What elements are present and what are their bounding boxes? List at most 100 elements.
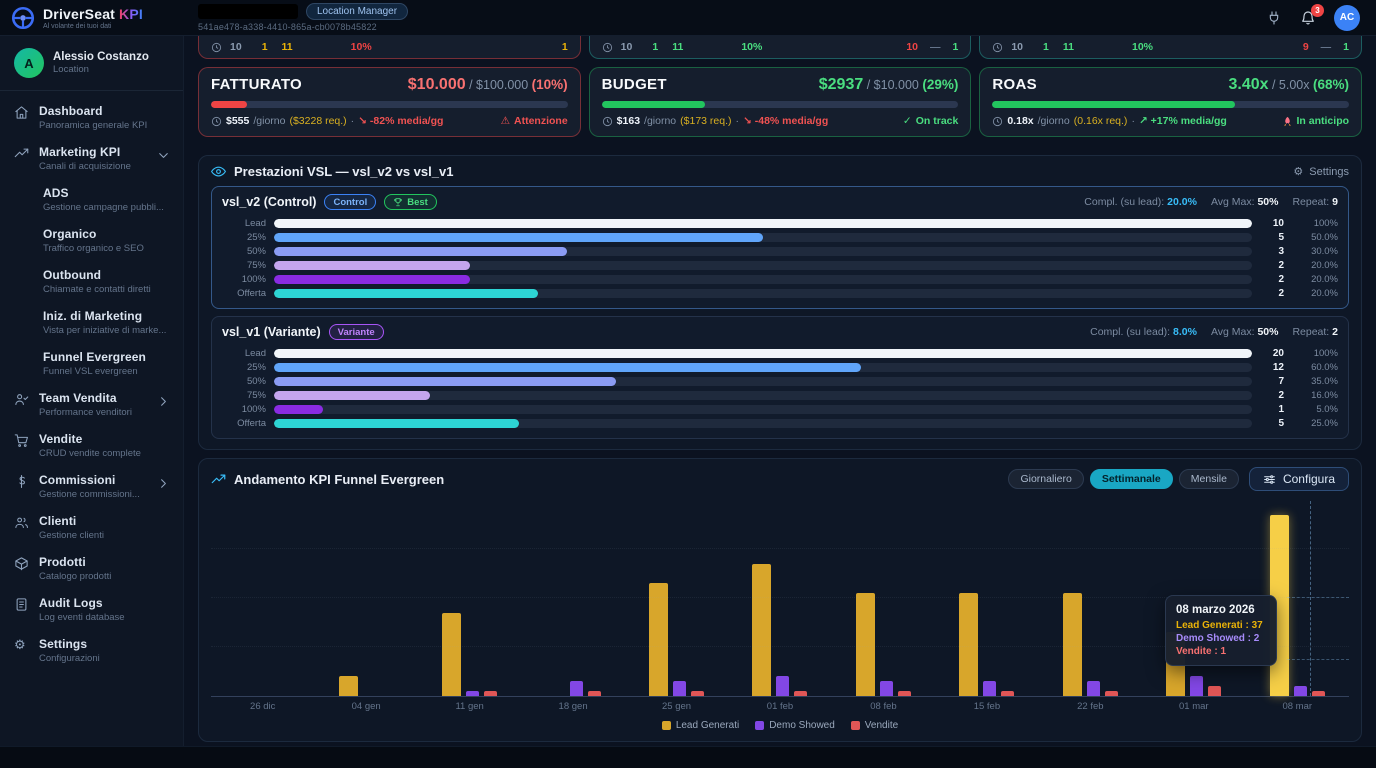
bar-vendite[interactable] [1001, 691, 1015, 696]
funnel-track [274, 418, 1252, 428]
funnel-count: 5 [1278, 417, 1284, 429]
bar-lead-generati[interactable] [855, 593, 875, 696]
sidebar-item-iniz-di-marketing[interactable]: Iniz. di Marketing Vista per iniziative d… [0, 302, 183, 343]
bar-demo-showed[interactable] [776, 676, 790, 696]
bar-vendite[interactable] [1311, 691, 1325, 696]
funnel-step-label: Offerta [237, 417, 266, 429]
funnel-row-100: 100% 1 5.0% [222, 402, 1338, 416]
kpi-daily-unit: /giorno [644, 115, 677, 127]
funnel-track [274, 348, 1252, 358]
plug-icon[interactable] [1266, 10, 1282, 26]
variant-head: vsl_v1 (Variante) Variante Compl. (su lead… [222, 324, 1338, 340]
funnel-fill [274, 218, 1252, 228]
funnel-percent: 20.0% [1311, 259, 1338, 271]
sidebar-item-prodotti[interactable]: Prodotti Catalogo prodotti [0, 548, 183, 589]
crosshair-vertical-line [1309, 501, 1311, 696]
kpi-value: 3.40x [1228, 76, 1269, 93]
sidebar-item-settings[interactable]: ⚙ Settings Configurazioni [0, 630, 183, 671]
bar-demo-showed[interactable] [879, 681, 893, 696]
crosshair-horizontal-line [1287, 597, 1349, 598]
bar-vendite[interactable] [1208, 686, 1222, 696]
funnel-fill [274, 246, 568, 256]
location-uuid: 541ae478-a338-4410-865a-cb0078b45822 [198, 22, 377, 32]
funnel-percent: 5.0% [1316, 403, 1338, 415]
vsl-settings-label: Settings [1309, 165, 1349, 178]
bar-lead-generati[interactable] [442, 612, 462, 696]
clipped-card-2: 10 1 11 10% 10—1 [588, 36, 972, 59]
sidebar-item-marketing-kpi[interactable]: Marketing KPI Canali di acquisizione [0, 138, 183, 179]
topbar: DriverSeat KPI Al volante dei tuoi dati L… [0, 0, 1376, 36]
bar-vendite[interactable] [587, 691, 601, 696]
dollar-icon [14, 474, 30, 489]
nav-item-desc: CRUD vendite complete [39, 448, 141, 459]
nav-text: Settings Configurazioni [39, 637, 171, 664]
kpi-required-value: (0.16x req.) [1073, 115, 1128, 127]
check-icon: ✓ [902, 115, 912, 127]
bar-vendite[interactable] [794, 691, 808, 696]
funnel-step-label: Lead [244, 217, 266, 229]
bar-demo-showed[interactable] [673, 681, 687, 696]
funnel-track [274, 390, 1252, 400]
gear-icon: ⚙ [14, 637, 26, 652]
clock-icon [211, 116, 222, 127]
sidebar-item-team-vendita[interactable]: Team Vendita Performance venditori [0, 384, 183, 425]
stat-value: 2 [1332, 326, 1338, 338]
kpi-target: / $100.000 [465, 78, 532, 92]
clipped-cell: 10 [1011, 41, 1024, 53]
bar-chart[interactable]: 08 marzo 2026 Lead Generati : 37 Demo Show… [211, 501, 1349, 697]
bar-lead-generati[interactable] [959, 593, 979, 696]
bar-vendite[interactable] [897, 691, 911, 696]
bar-demo-showed[interactable] [1190, 676, 1204, 696]
sidebar-item-commissioni[interactable]: Commissioni Gestione commissioni... [0, 466, 183, 507]
user-check-icon [14, 392, 30, 407]
funnel-percent: 60.0% [1311, 361, 1338, 373]
x-tick-label: 08 feb [870, 701, 897, 712]
legend-swatch [661, 721, 671, 730]
nav-item-desc: Panoramica generale KPI [39, 120, 148, 131]
bar-lead-generati[interactable] [1062, 593, 1082, 696]
sidebar-item-audit-logs[interactable]: Audit Logs Log eventi database [0, 589, 183, 630]
user-avatar[interactable]: AC [1334, 4, 1360, 31]
bar-demo-showed[interactable] [983, 681, 997, 696]
tooltip-date: 08 marzo 2026 [1176, 604, 1255, 616]
bar-demo-showed[interactable] [466, 691, 480, 696]
stat-label: Compl. (su lead): [1090, 326, 1173, 338]
sidebar-item-clienti[interactable]: Clienti Gestione clienti [0, 507, 183, 548]
clipped-cards-row: 10 1 11 10% 1 10 1 11 10% 10—1 10 1 11 10% 9—1 [198, 36, 1363, 59]
notifications-bell-icon[interactable]: 3 [1300, 3, 1324, 26]
bar-demo-showed[interactable] [569, 681, 583, 696]
kpi-trend: ↘ -82% media/gg [358, 115, 444, 127]
kpi-required-value: ($3228 req.) [289, 115, 347, 127]
bar-demo-showed[interactable] [1086, 681, 1100, 696]
vsl-settings-button[interactable]: ⚙ Settings [1293, 165, 1349, 179]
rocket-icon [1282, 116, 1293, 127]
period-giornaliero[interactable]: Giornaliero [1008, 469, 1084, 489]
funnel-step-label: 25% [246, 361, 266, 373]
bar-vendite[interactable] [484, 691, 498, 696]
kpi-status-in-anticipo: In anticipo [1282, 115, 1349, 127]
bar-vendite[interactable] [691, 691, 705, 696]
gear-icon: ⚙ [1293, 166, 1304, 178]
location-manager-badge[interactable]: Location Manager [306, 3, 409, 20]
sidebar-item-funnel-evergreen[interactable]: Funnel Evergreen Funnel VSL evergreen [0, 343, 183, 384]
period-mensile[interactable]: Mensile [1178, 469, 1239, 489]
sidebar-item-ads[interactable]: ADS Gestione campagne pubbli... [0, 179, 183, 220]
kpi-percent: (29%) [922, 77, 959, 92]
sidebar-item-outbound[interactable]: Outbound Chiamate e contatti diretti [0, 261, 183, 302]
bar-lead-generati[interactable] [752, 563, 772, 696]
bar-demo-showed[interactable] [1293, 686, 1307, 696]
vsl-variants: vsl_v2 (Control) Control Best Compl. (su le… [211, 186, 1349, 439]
bar-lead-generati[interactable] [649, 583, 669, 696]
bar-vendite[interactable] [1104, 691, 1118, 696]
nav-item-desc: Chiamate e contatti diretti [43, 284, 151, 295]
kpi-cards-row: FATTURATO $10.000 / $100.000 (10%) $555/gi… [198, 67, 1363, 137]
sidebar-item-vendite[interactable]: Vendite CRUD vendite complete [0, 425, 183, 466]
funnel-percent: 35.0% [1311, 375, 1338, 387]
period-settimanale[interactable]: Settimanale [1089, 469, 1173, 489]
bar-lead-generati[interactable] [338, 676, 358, 696]
nav-item-desc: Traffico organico e SEO [43, 243, 144, 254]
kpi-target: / $10.000 [863, 78, 923, 92]
configure-button[interactable]: Configura [1248, 467, 1349, 491]
sidebar-item-dashboard[interactable]: Dashboard Panoramica generale KPI [0, 97, 183, 138]
sidebar-item-organico[interactable]: Organico Traffico organico e SEO [0, 220, 183, 261]
